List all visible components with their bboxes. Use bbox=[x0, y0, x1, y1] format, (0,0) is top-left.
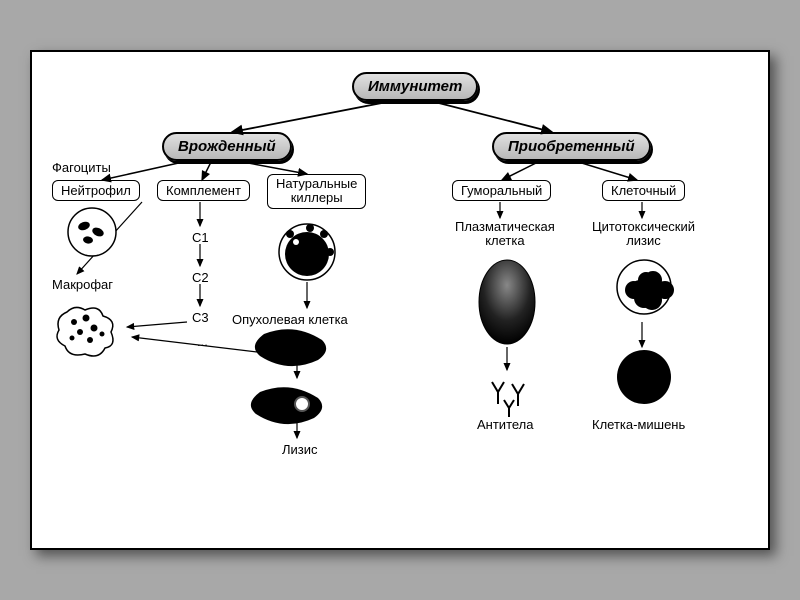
label-dots: ... bbox=[197, 334, 208, 349]
label-plasma: Плазматическаяклетка bbox=[455, 220, 555, 249]
node-innate: Врожденный bbox=[162, 132, 292, 161]
label-c3: C3 bbox=[192, 310, 209, 325]
diagram-frame: Иммунитет Врожденный Приобретенный Фагоц… bbox=[30, 50, 770, 550]
diagram-svg bbox=[32, 52, 772, 552]
label-target: Клетка-мишень bbox=[592, 417, 685, 432]
node-cellular: Клеточный bbox=[602, 180, 685, 201]
target-cell-icon bbox=[617, 350, 671, 404]
cytotoxic-cell-icon bbox=[617, 260, 674, 314]
label-antibodies: Антитела bbox=[477, 417, 534, 432]
tumor-cell-icon bbox=[255, 329, 326, 366]
label-phagocytes: Фагоциты bbox=[52, 160, 111, 175]
macrophage-cell-icon bbox=[57, 307, 113, 356]
node-acquired: Приобретенный bbox=[492, 132, 651, 161]
plasma-cell-icon bbox=[479, 260, 535, 344]
label-tumor: Опухолевая клетка bbox=[232, 312, 348, 327]
node-humoral: Гуморальный bbox=[452, 180, 551, 201]
label-cyto: Цитотоксическийлизис bbox=[592, 220, 695, 249]
antibody-icon bbox=[492, 382, 524, 417]
neutrophil-cell-icon bbox=[68, 208, 116, 256]
nk-cell-icon bbox=[279, 224, 335, 280]
node-root: Иммунитет bbox=[352, 72, 478, 101]
label-c2: C2 bbox=[192, 270, 209, 285]
label-c1: C1 bbox=[192, 230, 209, 245]
node-complement: Комплемент bbox=[157, 180, 250, 201]
label-macrophage: Макрофаг bbox=[52, 277, 113, 292]
lysis-cell-icon bbox=[251, 387, 322, 424]
node-neutrophil: Нейтрофил bbox=[52, 180, 140, 201]
node-nk: Натуральныекиллеры bbox=[267, 174, 366, 209]
label-lysis: Лизис bbox=[282, 442, 318, 457]
